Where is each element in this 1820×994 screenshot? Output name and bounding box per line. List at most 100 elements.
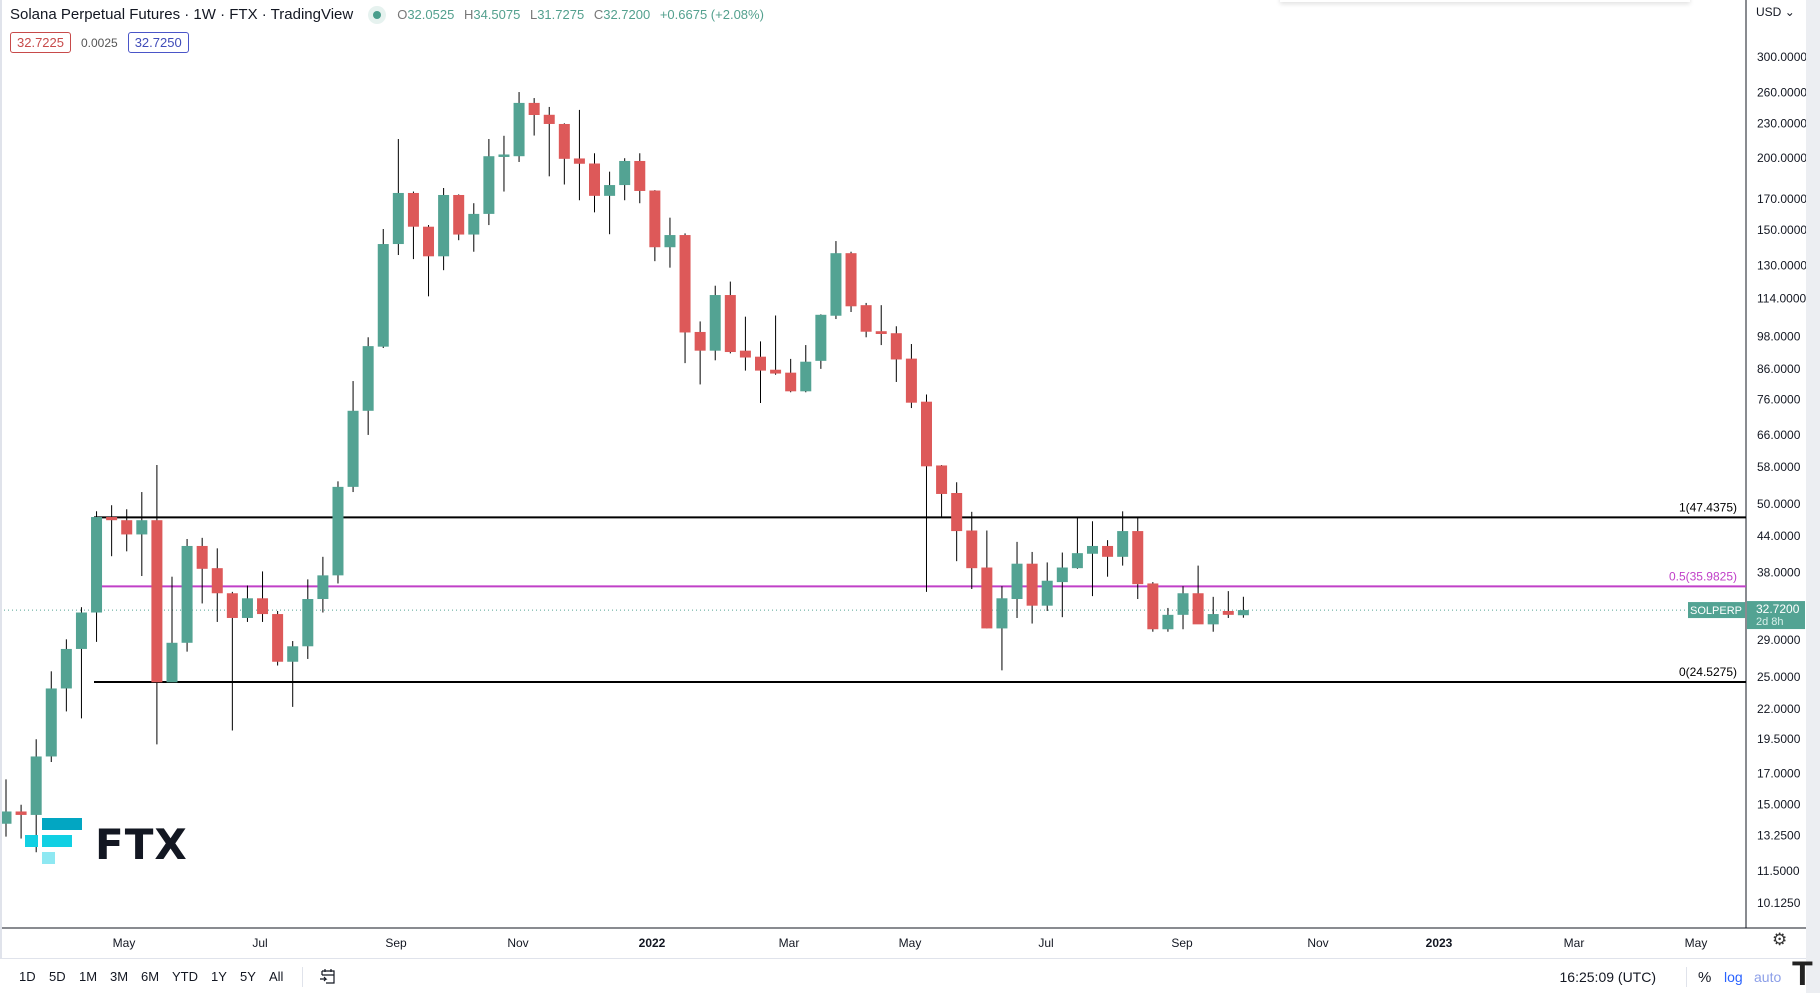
bar-countdown: 2d 8h — [1756, 616, 1784, 628]
high-label: H — [463, 7, 474, 22]
spread-value: 0.0025 — [81, 35, 118, 50]
candle-down — [106, 517, 118, 521]
price-tick-label: 25.0000 — [1757, 670, 1801, 684]
candle-up — [1162, 614, 1174, 630]
last-price-value: 32.7200 — [1756, 602, 1800, 616]
price-tick-label: 10.1250 — [1757, 896, 1801, 910]
close-value: 32.7200 — [603, 7, 651, 22]
candle-down — [890, 333, 902, 360]
price-tick-label: 58.0000 — [1757, 460, 1801, 474]
time-tick-label: May — [113, 936, 136, 950]
price-tick-label: 300.0000 — [1757, 50, 1807, 64]
buy-price-button[interactable]: 32.7250 — [127, 32, 189, 53]
time-tick-label: Sep — [385, 936, 407, 950]
log-scale-toggle[interactable]: log — [1724, 969, 1743, 985]
candle-down — [1147, 583, 1159, 630]
market-status-icon — [373, 10, 382, 19]
sell-price-button[interactable]: 32.7225 — [10, 32, 71, 53]
symbol-title[interactable]: Solana Perpetual Futures · 1W · FTX · Tr… — [10, 6, 354, 23]
bid-ask: 32.7225 0.0025 32.7250 — [10, 32, 189, 53]
clock-utc[interactable]: 16:25:09 (UTC) — [1559, 969, 1656, 985]
candle-up — [815, 314, 827, 361]
candle-up — [1207, 614, 1219, 625]
low-label: L — [529, 7, 538, 22]
range-1m-button[interactable]: 1M — [79, 969, 98, 984]
candle-down — [755, 356, 766, 371]
candle-up — [91, 517, 103, 613]
price-tick-label: 19.5000 — [1757, 732, 1801, 746]
range-1d-button[interactable]: 1D — [19, 969, 36, 984]
time-tick-label: Jul — [252, 936, 267, 950]
open-label: O — [397, 7, 408, 22]
candle-up — [1041, 580, 1053, 606]
candle-down — [121, 520, 133, 535]
price-tick-label: 66.0000 — [1757, 428, 1801, 442]
range-5y-button[interactable]: 5Y — [240, 969, 256, 984]
price-tick-label: 114.0000 — [1757, 292, 1806, 306]
candle-up — [619, 160, 631, 186]
candle-down — [920, 401, 932, 467]
price-tick-label: 76.0000 — [1757, 393, 1801, 407]
candle-up — [317, 575, 329, 600]
price-tick-label: 29.0000 — [1757, 633, 1801, 647]
candle-down — [407, 192, 419, 227]
candle-down — [589, 163, 601, 196]
time-tick-label: 2023 — [1426, 936, 1453, 950]
time-tick-label: Nov — [507, 936, 528, 950]
candle-down — [785, 372, 797, 392]
price-tick-label: 130.0000 — [1757, 259, 1807, 273]
candle-up — [347, 410, 359, 487]
range-ytd-button[interactable]: YTD — [172, 969, 198, 984]
range-5d-button[interactable]: 5D — [49, 969, 66, 984]
candle-up — [392, 192, 404, 245]
percent-scale-toggle[interactable]: % — [1698, 969, 1712, 986]
candle-up — [45, 688, 57, 757]
candle-up — [604, 185, 616, 196]
price-tick-label: 230.0000 — [1757, 116, 1807, 130]
price-tick-label: 44.0000 — [1757, 529, 1801, 543]
open-value: 32.0525 — [407, 7, 455, 22]
candle-down — [875, 331, 887, 334]
candle-up — [60, 648, 72, 689]
candle-up — [287, 646, 299, 662]
candle-down — [1132, 531, 1144, 585]
candle-down — [196, 545, 208, 569]
candle-up — [332, 486, 344, 576]
price-tick-label: 86.0000 — [1757, 362, 1801, 376]
range-all-button[interactable]: All — [269, 969, 284, 984]
price-tick-label: 17.0000 — [1757, 766, 1801, 780]
candle-down — [211, 568, 223, 594]
candle-down — [543, 114, 555, 124]
range-3m-button[interactable]: 3M — [110, 969, 129, 984]
candle-up — [377, 244, 389, 347]
go-to-date-calendar-icon[interactable] — [319, 968, 337, 985]
price-tick-label: 11.5000 — [1757, 864, 1800, 878]
candle-up — [1117, 531, 1129, 557]
candle-down — [936, 465, 948, 494]
candle-up — [0, 811, 12, 824]
currency-select[interactable]: USD ⌄ — [1756, 5, 1795, 19]
candle-down — [1192, 593, 1204, 625]
candle-down — [558, 123, 570, 159]
candle-down — [257, 598, 269, 615]
chart-settings-gear-icon[interactable]: ⚙ — [1772, 930, 1788, 949]
time-tick-label: May — [1685, 936, 1708, 950]
candle-up — [800, 361, 812, 392]
time-tick-label: 2022 — [639, 936, 666, 950]
legend-header: Solana Perpetual Futures · 1W · FTX · Tr… — [10, 6, 770, 23]
candle-up — [181, 545, 193, 643]
candle-up — [1071, 553, 1083, 569]
candle-up — [468, 213, 480, 235]
candle-up — [166, 642, 178, 683]
auto-scale-toggle[interactable]: auto — [1754, 969, 1782, 985]
candle-up — [75, 612, 87, 649]
candle-up — [1177, 593, 1189, 615]
toolbar-divider — [1686, 967, 1687, 987]
range-6m-button[interactable]: 6M — [141, 969, 160, 984]
ftx-logo-icon — [25, 818, 82, 864]
tradingview-logo-icon: T — [1792, 955, 1813, 993]
right-scrollbar[interactable] — [1806, 0, 1820, 993]
range-1y-button[interactable]: 1Y — [211, 969, 227, 984]
candle-down — [226, 593, 238, 618]
